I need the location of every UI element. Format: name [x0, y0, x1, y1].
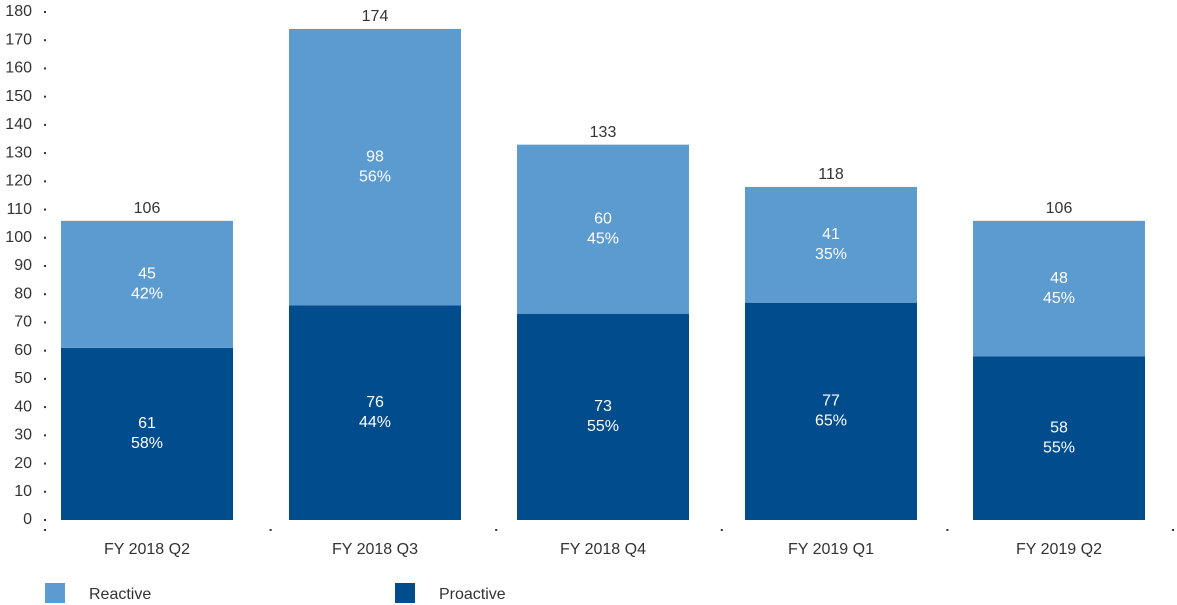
y-tick-mark	[44, 95, 46, 98]
y-tick-mark	[44, 180, 46, 183]
x-tick-label: FY 2018 Q2	[104, 541, 190, 558]
total-label: 133	[590, 124, 617, 141]
segment-value-label: 77	[822, 393, 840, 410]
x-tick-label: FY 2018 Q4	[560, 541, 646, 558]
bar-segment	[61, 347, 233, 520]
y-tick-label: 180	[5, 3, 32, 20]
y-tick-label: 20	[14, 455, 32, 472]
y-tick-mark	[44, 152, 46, 155]
bar-segment	[289, 305, 461, 520]
segment-value-label: 58	[1050, 419, 1068, 436]
y-tick-label: 140	[5, 116, 32, 133]
y-tick-mark	[44, 39, 46, 42]
x-tick-mark	[946, 529, 949, 531]
y-tick-label: 110	[6, 201, 32, 218]
bar-segment	[745, 302, 917, 520]
segment-share-label: 65%	[815, 413, 847, 430]
y-tick-mark	[44, 236, 46, 239]
segment-share-label: 44%	[359, 414, 391, 431]
y-tick-mark	[44, 123, 46, 126]
segment-share-label: 45%	[587, 231, 619, 248]
y-tick-label: 120	[5, 173, 32, 190]
y-tick-label: 160	[5, 60, 32, 77]
y-tick-mark	[44, 462, 46, 465]
y-tick-mark	[44, 321, 46, 324]
x-tick-mark	[44, 529, 46, 531]
y-tick-mark	[44, 490, 46, 493]
y-tick-mark	[44, 11, 46, 13]
bar-segment	[517, 313, 689, 520]
segment-value-label: 73	[594, 398, 612, 415]
y-tick-label: 100	[5, 229, 32, 246]
total-label: 118	[818, 166, 844, 183]
segment-value-label: 45	[138, 266, 156, 283]
y-tick-mark	[44, 406, 46, 409]
segment-share-label: 58%	[131, 435, 163, 452]
segment-value-label: 61	[138, 415, 156, 432]
total-label: 106	[134, 200, 161, 217]
x-tick-label: FY 2018 Q3	[332, 541, 418, 558]
segment-share-label: 55%	[1043, 439, 1075, 456]
x-tick-mark	[495, 529, 498, 531]
y-tick-label: 80	[14, 285, 32, 302]
bar-segment	[973, 356, 1145, 520]
bar-segment	[61, 220, 233, 348]
y-tick-label: 0	[23, 511, 32, 528]
y-tick-mark	[44, 67, 46, 70]
total-label: 174	[362, 8, 389, 25]
segment-share-label: 42%	[131, 286, 163, 303]
segment-value-label: 41	[822, 226, 840, 243]
y-tick-mark	[44, 434, 46, 437]
total-label: 106	[1046, 200, 1073, 217]
segment-value-label: 60	[594, 211, 612, 228]
y-tick-label: 50	[14, 370, 32, 387]
y-tick-mark	[44, 265, 46, 267]
y-tick-mark	[44, 293, 46, 296]
y-tick-label: 150	[5, 88, 32, 105]
x-tick-label: FY 2019 Q1	[788, 541, 874, 558]
bar-segment	[973, 220, 1145, 357]
y-tick-mark	[44, 377, 46, 380]
y-tick-label: 90	[14, 257, 32, 274]
segment-share-label: 55%	[587, 418, 619, 435]
x-tick-mark	[1172, 529, 1174, 531]
y-tick-label: 70	[14, 314, 32, 331]
y-tick-mark	[44, 208, 46, 211]
legend-label: Proactive	[439, 586, 506, 603]
legend-swatch	[45, 583, 65, 603]
bar-segment	[517, 144, 689, 314]
legend-label: Reactive	[89, 586, 151, 603]
legend-swatch	[395, 583, 415, 603]
x-tick-label: FY 2019 Q2	[1016, 541, 1102, 558]
segment-share-label: 45%	[1043, 290, 1075, 307]
y-tick-label: 60	[14, 342, 32, 359]
segment-value-label: 98	[366, 148, 384, 165]
y-tick-mark	[44, 519, 46, 521]
segment-value-label: 48	[1050, 270, 1068, 287]
y-tick-mark	[44, 349, 46, 352]
x-tick-mark	[720, 529, 723, 531]
y-tick-label: 170	[5, 31, 32, 48]
y-tick-label: 30	[14, 427, 32, 444]
segment-value-label: 76	[366, 394, 384, 411]
segment-share-label: 35%	[815, 246, 847, 263]
y-tick-label: 10	[14, 483, 32, 500]
y-tick-label: 40	[14, 398, 32, 415]
bar-segment	[745, 186, 917, 303]
bar-segment	[289, 28, 461, 306]
segment-share-label: 56%	[359, 168, 391, 185]
y-tick-label: 130	[5, 144, 32, 161]
x-tick-mark	[269, 529, 272, 531]
